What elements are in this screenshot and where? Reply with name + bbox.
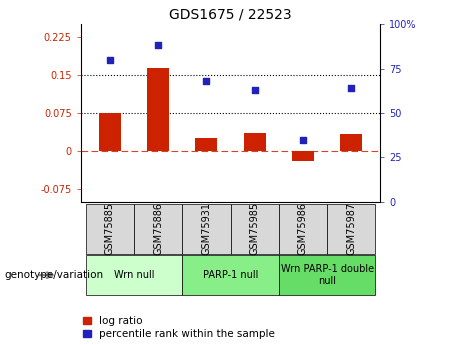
Text: GSM75987: GSM75987 (346, 202, 356, 255)
FancyBboxPatch shape (327, 204, 376, 254)
FancyBboxPatch shape (85, 255, 182, 295)
Text: PARP-1 null: PARP-1 null (203, 270, 258, 280)
Text: GSM75985: GSM75985 (250, 202, 260, 255)
Point (299, 137, 307, 142)
Bar (341, 134, 362, 151)
Text: Wrn PARP-1 double
null: Wrn PARP-1 double null (281, 264, 374, 286)
Text: genotype/variation: genotype/variation (5, 270, 104, 280)
FancyBboxPatch shape (230, 204, 279, 254)
Point (251, 87, 258, 93)
Bar (99, 113, 120, 151)
FancyBboxPatch shape (279, 204, 327, 254)
Legend: log ratio, percentile rank within the sample: log ratio, percentile rank within the sa… (81, 314, 277, 342)
Text: GSM75931: GSM75931 (201, 202, 211, 255)
Title: GDS1675 / 22523: GDS1675 / 22523 (169, 8, 292, 22)
Point (203, 78, 210, 84)
Bar (244, 133, 266, 151)
FancyBboxPatch shape (85, 204, 134, 254)
FancyBboxPatch shape (182, 255, 279, 295)
Text: GSM75885: GSM75885 (105, 202, 115, 255)
Text: Wrn null: Wrn null (113, 270, 154, 280)
Text: GSM75986: GSM75986 (298, 202, 308, 255)
Bar (147, 68, 169, 151)
Point (348, 85, 355, 91)
Point (106, 57, 113, 62)
Point (154, 43, 162, 48)
FancyBboxPatch shape (182, 204, 230, 254)
Bar (195, 138, 217, 151)
FancyBboxPatch shape (134, 204, 182, 254)
Bar (292, 151, 314, 161)
Text: GSM75886: GSM75886 (153, 202, 163, 255)
FancyBboxPatch shape (279, 255, 376, 295)
